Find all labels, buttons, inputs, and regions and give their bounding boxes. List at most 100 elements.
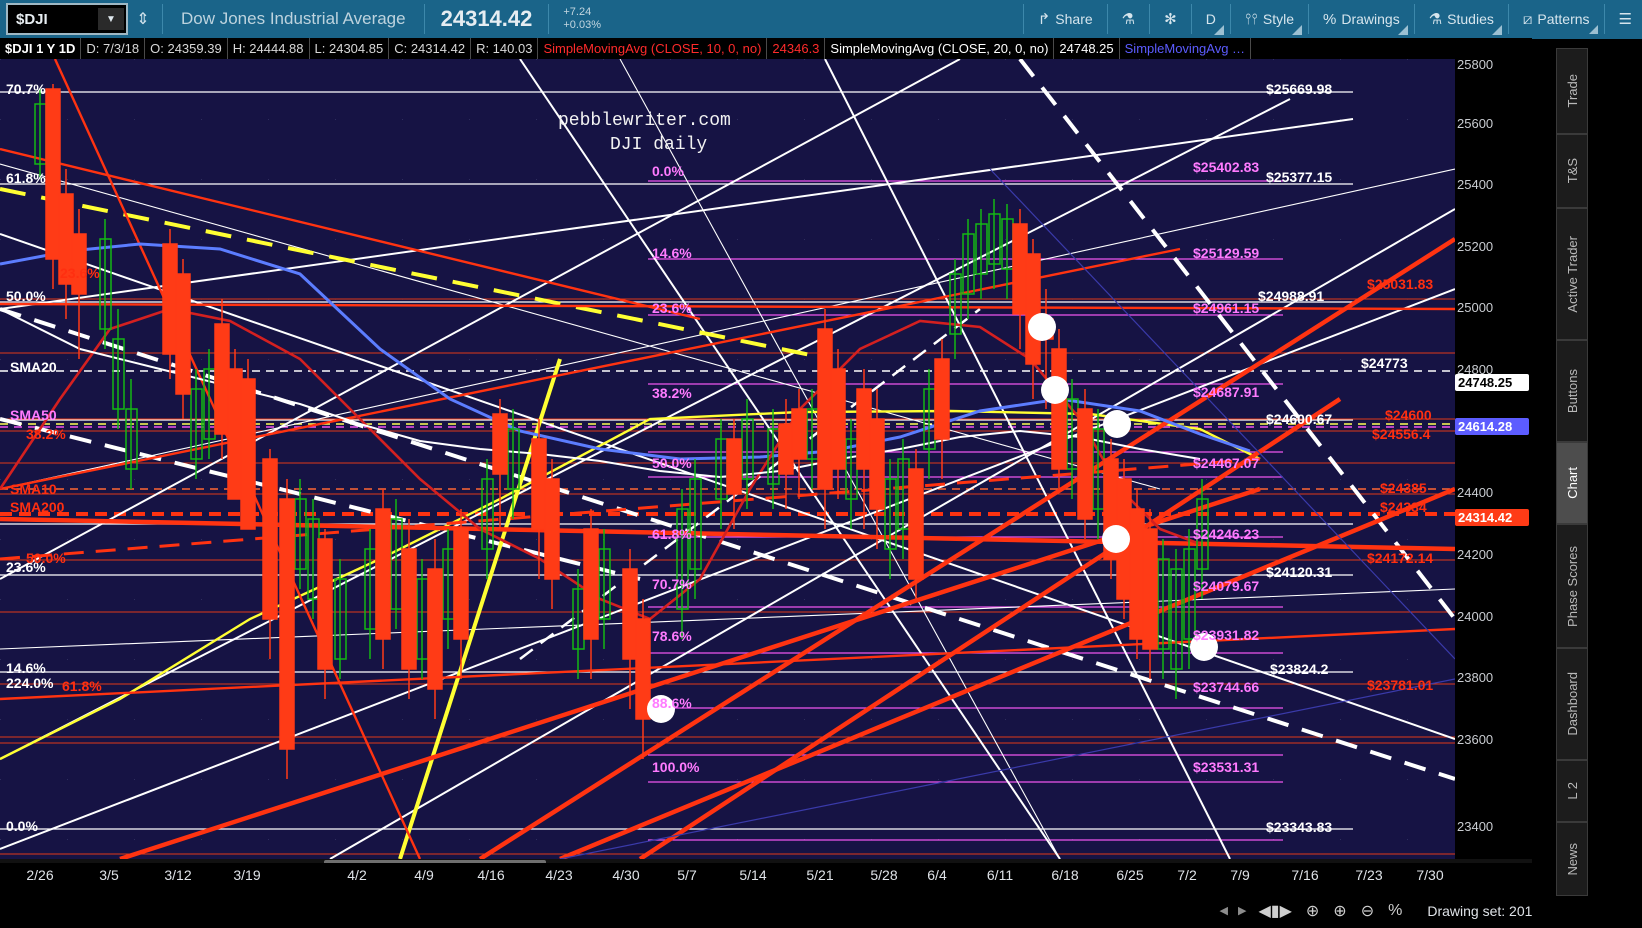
sidebar-item-ts[interactable]: T&S xyxy=(1556,134,1588,208)
date-tick-8: 4/30 xyxy=(612,867,640,883)
drawings-label: Drawings xyxy=(1341,11,1400,27)
level-label-magenta-2: $24961.15 xyxy=(1193,300,1260,316)
fib-label-left-3: 23.6% xyxy=(6,559,46,575)
fib-label-left-4: 14.6% xyxy=(6,660,46,676)
divider xyxy=(423,4,425,34)
study-sma50-name[interactable]: SimpleMovingAvg … xyxy=(1120,38,1252,59)
price-tick-12: 23400 xyxy=(1457,819,1494,834)
sidebar-item-chart[interactable]: Chart xyxy=(1556,442,1588,524)
next-icon[interactable]: ▶ xyxy=(1238,905,1247,917)
zoom-in-icon[interactable]: ⊕ xyxy=(1333,902,1347,920)
study-sma20-value: 24748.25 xyxy=(1054,38,1120,59)
timeframe-button[interactable]: D xyxy=(1196,0,1226,38)
price-axis[interactable]: 25800 25600 25400 25200 25000 24800 2460… xyxy=(1455,57,1532,859)
share-icon: ↱ xyxy=(1037,11,1051,28)
studies-flask-button[interactable]: ⚗ xyxy=(1112,0,1145,38)
pan-icon[interactable]: ◀▮▶ xyxy=(1258,902,1292,920)
price-tick-4: 25000 xyxy=(1457,300,1494,315)
prev-icon[interactable]: ◀ xyxy=(1219,905,1228,917)
level-label-red-6: $23781.01 xyxy=(1367,677,1434,693)
chevron-down-icon[interactable]: ▼ xyxy=(98,8,124,30)
blue-trendlines xyxy=(559,168,1455,859)
info-open: O: 24359.39 xyxy=(145,38,228,59)
price-chart[interactable]: pebblewriter.com DJI daily 70.7% 61.8% 5… xyxy=(0,59,1455,859)
price-tick-3: 25200 xyxy=(1457,239,1494,254)
symbol-input[interactable]: $DJI ▼ xyxy=(6,3,128,35)
candle-icon: ⫯⫯ xyxy=(1244,10,1258,28)
fib-label-left-6: 0.0% xyxy=(6,818,38,834)
share-label: Share xyxy=(1055,11,1093,27)
level-label-white-2: $24988.91 xyxy=(1258,288,1325,304)
date-axis[interactable]: 2/26 3/5 3/12 3/19 4/2 4/9 4/16 4/23 4/3… xyxy=(0,863,1532,893)
list-icon: ☰ xyxy=(1618,11,1632,28)
settings-button[interactable]: ✻ xyxy=(1154,0,1187,38)
fib-center-2: 23.6% xyxy=(652,300,692,316)
level-label-white-0: $25669.98 xyxy=(1266,81,1333,97)
fib-label-left-2: 50.0% xyxy=(6,288,46,304)
vertical-flip-icon[interactable]: ⇕ xyxy=(136,11,150,28)
price-tick-10: 23800 xyxy=(1457,670,1494,685)
divider xyxy=(1229,4,1231,34)
divider xyxy=(1106,4,1108,34)
white-trendlines xyxy=(0,59,1455,859)
crosshair-icon[interactable]: ⊕ xyxy=(1305,902,1320,920)
study-sma10-name[interactable]: SimpleMovingAvg (CLOSE, 10, 0, no) xyxy=(538,38,768,59)
sidebar-label-news: News xyxy=(1564,842,1580,876)
divider xyxy=(1149,4,1151,34)
level-label-white-5: $24120.31 xyxy=(1266,564,1333,580)
symbol-text: $DJI xyxy=(16,10,48,28)
patterns-button[interactable]: ⧄ Patterns xyxy=(1513,0,1600,38)
sidebar-label-dashboard: Dashboard xyxy=(1564,672,1580,736)
sidebar-item-phase-scores[interactable]: Phase Scores xyxy=(1556,524,1588,648)
style-button[interactable]: ⫯⫯ Style xyxy=(1235,0,1304,38)
zoom-out-icon[interactable]: ⊖ xyxy=(1360,902,1375,920)
level-label-red-0: $25031.83 xyxy=(1367,276,1434,292)
sidebar-label-buttons: Buttons xyxy=(1564,368,1580,414)
sidebar-item-l2[interactable]: L 2 xyxy=(1556,760,1588,822)
sidebar-item-active-trader[interactable]: Active Trader xyxy=(1556,208,1588,340)
studies-button[interactable]: ⚗ Studies xyxy=(1419,0,1504,38)
app-header: $DJI ▼ ⇕ Dow Jones Industrial Average 24… xyxy=(0,0,1642,38)
date-tick-3: 3/19 xyxy=(233,867,261,883)
study-sma20-name[interactable]: SimpleMovingAvg (CLOSE, 20, 0, no) xyxy=(825,38,1055,59)
level-label-magenta-9: $23531.31 xyxy=(1193,759,1260,775)
share-button[interactable]: ↱ Share xyxy=(1028,0,1103,38)
date-tick-2: 3/12 xyxy=(164,867,192,883)
menu-button[interactable]: ☰ xyxy=(1609,0,1642,38)
level-label-magenta-7: $23931.82 xyxy=(1193,627,1260,643)
sma50-line xyxy=(0,242,1251,461)
level-label-red-4: $24334 xyxy=(1380,499,1427,515)
fib-center-3: 38.2% xyxy=(652,385,692,401)
level-label-white-6: $23824.2 xyxy=(1270,661,1329,677)
price-change-block: +7.24 +0.03% xyxy=(553,6,611,32)
divider xyxy=(1507,4,1509,34)
last-price: 24314.42 xyxy=(440,6,533,31)
magenta-fib-lines xyxy=(648,180,1283,841)
watermark-line2: DJI daily xyxy=(610,135,708,155)
fib-center-0: 0.0% xyxy=(652,163,684,179)
sidebar-item-dashboard[interactable]: Dashboard xyxy=(1556,648,1588,760)
info-close: C: 24314.42 xyxy=(389,38,472,59)
gear-icon: ✻ xyxy=(1164,11,1177,28)
fib-center-9: 100.0% xyxy=(652,759,700,775)
level-label-magenta-1: $25129.59 xyxy=(1193,245,1260,261)
divider xyxy=(1022,4,1024,34)
date-tick-21: 7/30 xyxy=(1416,867,1444,883)
percent-icon[interactable]: % xyxy=(1388,901,1403,919)
chevron-down-icon xyxy=(1292,25,1302,35)
sidebar-item-news[interactable]: News xyxy=(1556,822,1588,896)
sma200-label: SMA200 xyxy=(10,499,65,515)
sma50-label: SMA50 xyxy=(10,407,57,423)
studies-label: Studies xyxy=(1447,11,1494,27)
sidebar-item-trade[interactable]: Trade xyxy=(1556,48,1588,134)
sidebar-item-buttons[interactable]: Buttons xyxy=(1556,340,1588,442)
date-tick-11: 5/21 xyxy=(806,867,834,883)
pivot-markers xyxy=(647,313,1218,723)
price-tick-5: 24800 xyxy=(1457,362,1494,377)
drawings-button[interactable]: % Drawings xyxy=(1313,0,1410,38)
info-high: H: 24444.88 xyxy=(228,38,310,59)
watermark-line1: pebblewriter.com xyxy=(558,111,731,131)
percent-icon: % xyxy=(1323,10,1337,28)
pattern-icon: ⧄ xyxy=(1522,10,1533,28)
level-label-magenta-4: $24467.07 xyxy=(1193,455,1260,471)
